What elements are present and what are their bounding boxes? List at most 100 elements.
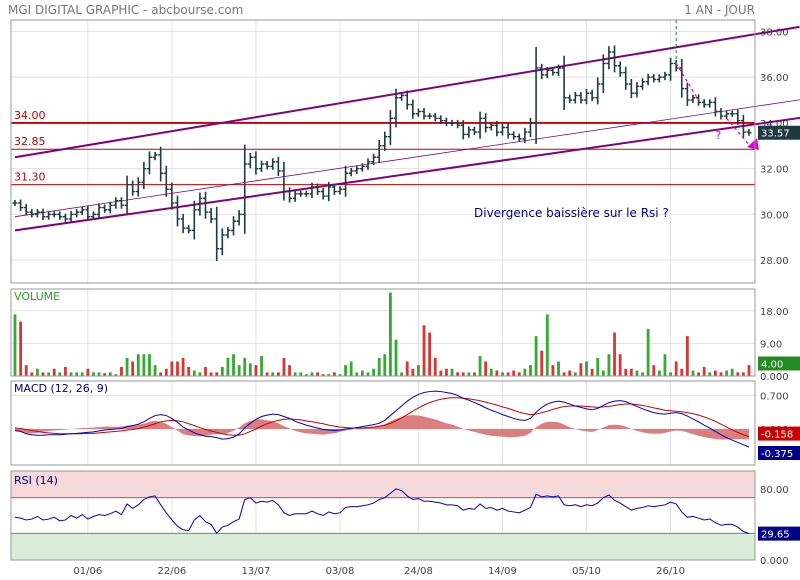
volume-bar <box>355 372 359 376</box>
volume-bar <box>629 368 633 376</box>
x-tick-label: 26/10 <box>656 566 685 577</box>
volume-bar <box>601 370 605 376</box>
volume-bar <box>226 357 230 376</box>
period-label: 1 AN - JOUR <box>684 3 755 17</box>
volume-bar <box>400 372 404 376</box>
volume-bar <box>75 372 79 376</box>
volume-bar <box>24 365 28 376</box>
level-label-34.00: 34.00 <box>14 109 46 122</box>
volume-bar <box>579 363 583 376</box>
volume-bar <box>467 372 471 376</box>
decline-dashed-line <box>675 63 700 101</box>
volume-bar <box>456 372 460 376</box>
volume-bar <box>641 372 644 376</box>
macd-frame <box>10 380 756 466</box>
volume-tick-label: 18.00 <box>760 307 789 318</box>
macd-histogram <box>15 415 749 440</box>
volume-bar <box>86 368 90 376</box>
volume-bar <box>517 372 521 376</box>
x-tick-label: 22/06 <box>157 566 186 577</box>
volume-bar <box>545 314 549 376</box>
volume-last-value-bg <box>758 356 800 371</box>
macd-value: -0.375 <box>761 449 793 460</box>
volume-bar <box>176 361 179 376</box>
volume-bar <box>265 372 269 376</box>
volume-bar <box>349 361 353 376</box>
volume-bar <box>366 372 370 376</box>
volume-bar <box>389 292 392 376</box>
volume-last-value: 4.00 <box>761 360 783 371</box>
macd-signal-value: -0.158 <box>761 430 793 441</box>
volume-bar <box>310 372 314 376</box>
x-axis: 01/06 22/06 13/07 03/08 24/08 14/09 05/10 26/10 <box>10 19 756 577</box>
volume-bar <box>142 354 146 376</box>
volume-bar <box>383 354 387 376</box>
volume-bar <box>461 372 465 376</box>
volume-bar <box>439 370 443 376</box>
rsi-label: RSI (14) <box>14 474 58 487</box>
volume-bar <box>613 332 616 376</box>
volume-bar <box>47 372 51 376</box>
x-tick-label: 14/09 <box>488 566 517 577</box>
volume-bar <box>120 366 123 376</box>
volume-bar <box>159 372 163 376</box>
volume-bar <box>646 328 650 376</box>
volume-bar <box>551 365 555 376</box>
volume-bar <box>702 366 706 376</box>
volume-bar <box>489 368 493 376</box>
volume-bar <box>97 372 101 376</box>
volume-bar <box>131 361 135 376</box>
volume-bar <box>204 366 207 376</box>
volume-bar <box>80 372 84 376</box>
forecast-arrow-icon <box>747 138 759 151</box>
price-tick-label: 30.00 <box>760 210 789 221</box>
volume-bar <box>248 363 252 376</box>
volume-bar <box>417 365 420 376</box>
volume-bar <box>596 357 600 376</box>
rsi-tick-label: 0.000 <box>760 556 789 567</box>
channel-lower-line <box>14 116 800 232</box>
volume-bar <box>64 366 67 376</box>
volume-bar <box>741 372 745 376</box>
rsi-line <box>14 488 750 535</box>
macd-signal-value-bg <box>758 426 800 441</box>
volume-bar <box>573 372 577 376</box>
volume-bar <box>164 368 168 376</box>
volume-bar <box>148 354 151 376</box>
volume-bar <box>697 372 700 376</box>
volume-bar <box>377 357 381 376</box>
price-tick-label: 34.00 <box>760 119 789 130</box>
volume-bar <box>568 370 572 376</box>
volume-bar <box>198 372 202 376</box>
volume-bar <box>652 365 656 376</box>
volume-bar <box>590 368 594 376</box>
rsi-frame <box>10 470 756 561</box>
price-frame <box>10 19 756 284</box>
price-tick-label: 28.00 <box>760 256 789 267</box>
volume-bar <box>243 357 247 376</box>
volume-bar <box>103 373 107 376</box>
volume-bar <box>181 357 185 376</box>
level-label-32.85: 32.85 <box>14 135 46 148</box>
volume-tick-label: 0.000 <box>760 372 789 383</box>
rsi-tick-label: 80.00 <box>760 485 789 496</box>
volume-bar <box>484 361 488 376</box>
volume-bar <box>725 370 728 376</box>
volume-bar <box>719 372 723 376</box>
volume-bar <box>304 374 308 376</box>
volume-bar <box>635 370 639 376</box>
volume-bar <box>19 321 23 376</box>
volume-bar <box>271 372 275 376</box>
x-tick-label: 03/08 <box>326 566 355 577</box>
price-tick-label: 36.00 <box>760 73 789 84</box>
volume-bar <box>282 357 286 376</box>
volume-bar <box>445 368 448 376</box>
macd-signal-line <box>14 397 750 438</box>
volume-bar <box>534 336 538 376</box>
divergence-note: Divergence baissière sur le Rsi ? <box>474 206 669 220</box>
volume-bar <box>478 356 482 376</box>
volume-bar <box>657 370 661 376</box>
volume-bar <box>58 372 62 376</box>
volume-bar <box>730 368 734 376</box>
volume-bar <box>260 356 263 376</box>
